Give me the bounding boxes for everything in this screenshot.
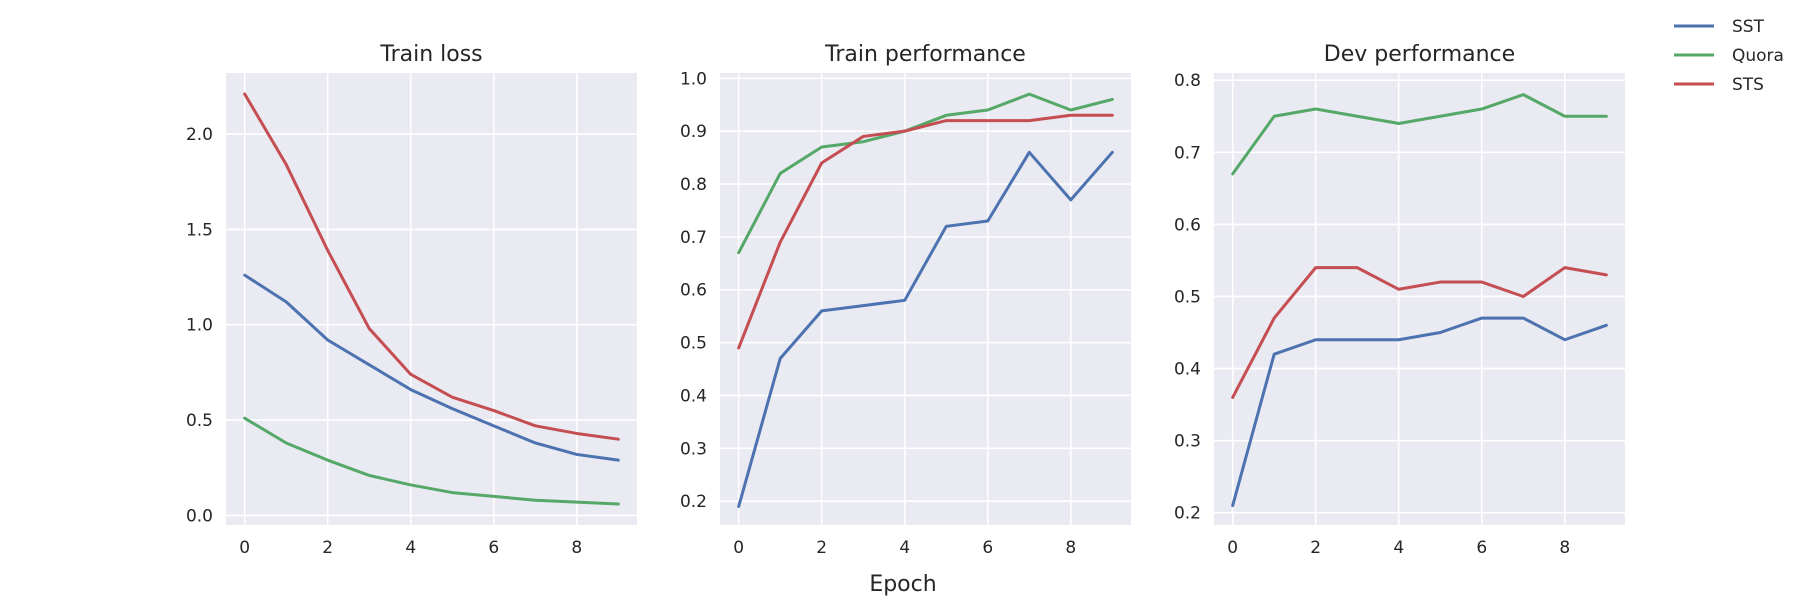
y-tick-label: 2.0 — [186, 125, 213, 145]
series-line-sts — [1231, 266, 1608, 399]
legend-item-sst: SST — [1674, 17, 1765, 37]
legend-label: SST — [1732, 17, 1765, 37]
y-tick-label: 0.5 — [1174, 287, 1201, 307]
y-tick-label: 1.5 — [186, 220, 213, 240]
plot-area — [1214, 73, 1625, 525]
subplot-dev-performance: 0 2 4 6 8 0.2 0.3 0.4 0.5 0.6 0.7 0.8 Dev performanc… — [1174, 42, 1625, 558]
x-tick-label: 4 — [405, 538, 416, 558]
subplot-title: Train performance — [824, 42, 1026, 67]
y-tick-label: 0.7 — [1174, 143, 1201, 163]
x-tick-label: 6 — [488, 538, 499, 558]
series-line-sts — [243, 92, 620, 441]
x-tick-label: 2 — [322, 538, 333, 558]
y-tick-label: 0.7 — [680, 228, 707, 248]
series-line-quora — [243, 416, 620, 506]
y-tick-label: 0.4 — [1174, 360, 1201, 380]
plot-area — [720, 73, 1131, 525]
y-tick-label: 0.4 — [680, 386, 707, 406]
legend: SST Quora STS — [1674, 17, 1784, 95]
y-tick-label: 0.8 — [680, 175, 707, 195]
legend-item-sts: STS — [1674, 75, 1764, 95]
series-line-sst — [243, 273, 620, 462]
series-line-sst — [1231, 316, 1608, 508]
series-line-quora — [737, 92, 1114, 255]
x-tick-label: 8 — [571, 538, 582, 558]
subplot-title: Dev performance — [1324, 42, 1515, 67]
y-tick-label: 0.5 — [186, 411, 213, 431]
x-tick-label: 2 — [816, 538, 827, 558]
subplot-train-loss: 0 2 4 6 8 0.0 0.5 1.0 1.5 2.0 Train loss — [186, 42, 637, 558]
plot-area — [226, 73, 637, 525]
subplots: 0 2 4 6 8 0.0 0.5 1.0 1.5 2.0 Train loss 0 2 4 6 8 0.2 0.… — [186, 42, 1625, 558]
series-line-quora — [1231, 93, 1608, 176]
x-tick-label: 8 — [1559, 538, 1570, 558]
y-tick-label: 0.9 — [680, 122, 707, 142]
x-tick-label: 4 — [1393, 538, 1404, 558]
y-tick-label: 1.0 — [680, 69, 707, 89]
legend-item-quora: Quora — [1674, 46, 1784, 66]
x-tick-label: 4 — [899, 538, 910, 558]
y-tick-label: 0.3 — [1174, 432, 1201, 452]
y-tick-label: 0.2 — [680, 492, 707, 512]
x-tick-label: 0 — [1227, 538, 1238, 558]
subplot-train-performance: 0 2 4 6 8 0.2 0.3 0.4 0.5 0.6 0.7 0.8 0.9 1.0 Train pe… — [680, 42, 1131, 558]
shared-x-axis-label: Epoch — [869, 572, 936, 597]
y-tick-label: 0.3 — [680, 439, 707, 459]
y-tick-label: 0.2 — [1174, 504, 1201, 524]
x-tick-label: 8 — [1065, 538, 1076, 558]
x-tick-label: 6 — [982, 538, 993, 558]
series-line-sst — [737, 150, 1114, 508]
y-tick-label: 0.8 — [1174, 71, 1201, 91]
series-line-sts — [737, 113, 1114, 350]
x-tick-label: 6 — [1476, 538, 1487, 558]
x-tick-label: 0 — [733, 538, 744, 558]
y-tick-label: 0.6 — [1174, 215, 1201, 235]
y-tick-label: 0.6 — [680, 281, 707, 301]
subplot-title: Train loss — [379, 42, 482, 67]
legend-label: STS — [1732, 75, 1764, 95]
x-tick-label: 0 — [239, 538, 250, 558]
y-tick-label: 0.0 — [186, 506, 213, 526]
y-tick-label: 1.0 — [186, 316, 213, 336]
y-tick-label: 0.5 — [680, 334, 707, 354]
x-tick-label: 2 — [1310, 538, 1321, 558]
legend-label: Quora — [1732, 46, 1784, 66]
